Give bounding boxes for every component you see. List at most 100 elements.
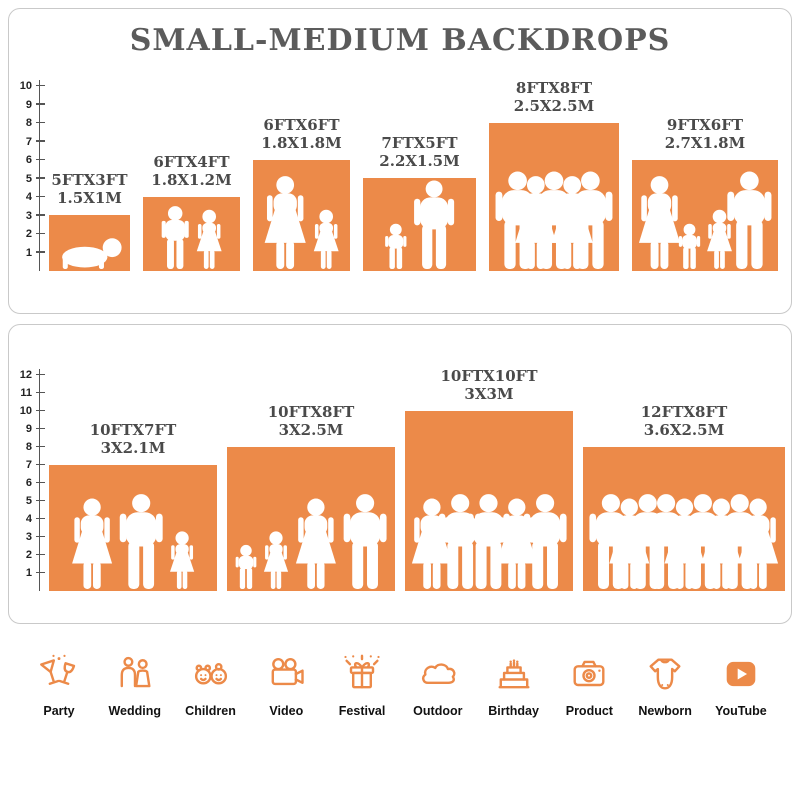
- people-silhouettes: [264, 176, 339, 270]
- ruler-tick-label: 7: [25, 459, 32, 471]
- category-row: Party Wedding Children Video Festival Ou…: [24, 652, 776, 718]
- category-product: Product: [554, 652, 624, 718]
- ruler-tick-label: 3: [25, 209, 32, 222]
- category-children: Children: [176, 652, 246, 718]
- people-silhouettes: [385, 180, 455, 270]
- category-outdoor: Outdoor: [403, 652, 473, 718]
- ruler-tick: [36, 463, 45, 465]
- video-icon: [264, 652, 308, 696]
- backdrop-size-item: 6FTX6FT 1.8X1.8M: [253, 116, 350, 271]
- category-label: Festival: [338, 704, 386, 718]
- ruler-tick: [36, 553, 45, 555]
- ruler-tick-label: 6: [25, 154, 32, 166]
- ruler-tick: [36, 103, 45, 105]
- ruler-tick-label: 1: [25, 567, 32, 579]
- category-label: Children: [185, 704, 236, 718]
- category-newborn: Newborn: [630, 652, 700, 718]
- panel-small-medium: SMALL-MEDIUM BACKDROPS 1 2 3 4 5 6 7 8 9 10 5FTX3F…: [8, 8, 792, 314]
- size-label-ft: 10FTX8FT: [267, 402, 355, 421]
- size-label: 12FTX8FT 3.6X2.5M: [641, 403, 728, 441]
- size-label: 10FTX8FT 3X2.5M: [268, 403, 355, 441]
- people-silhouettes: [589, 494, 779, 589]
- backdrop-size-item: 6FTX4FT 1.8X1.2M: [143, 152, 240, 271]
- backdrop-bar: [489, 123, 619, 271]
- ruler-tick: [36, 571, 45, 573]
- ruler-tick: [36, 409, 45, 411]
- backdrop-size-item: 7FTX5FT 2.2X1.5M: [363, 134, 476, 271]
- ruler-tick: [36, 391, 45, 393]
- size-label: 9FTX6FT 2.7X1.8M: [665, 116, 745, 154]
- ruler-tick: [36, 84, 45, 86]
- category-wedding: Wedding: [100, 652, 170, 718]
- size-label-ft: 7FTX5FT: [381, 133, 458, 152]
- size-label: 7FTX5FT 2.2X1.5M: [379, 134, 459, 172]
- panel-medium-large: 1 2 3 4 5 6 7 8 9 10 11 12 10FTX7FT 3X2.1M 10FTX8FT 3X…: [8, 324, 792, 624]
- people-silhouettes: [638, 171, 772, 270]
- size-label-m: 3.6X2.5M: [643, 421, 725, 440]
- ruler-tick-label: 7: [25, 135, 32, 148]
- ruler-tick-label: 11: [20, 387, 32, 399]
- size-label: 10FTX7FT 3X2.1M: [90, 421, 177, 459]
- ruler-tick-label: 3: [25, 531, 32, 543]
- size-chart-small: 1 2 3 4 5 6 7 8 9 10 5FTX3FT 1.5X1M 6FTX4FT 1.8X1.2M…: [19, 78, 778, 271]
- category-label: Outdoor: [413, 704, 463, 718]
- category-label: Birthday: [488, 704, 539, 718]
- size-label: 8FTX8FT 2.5X2.5M: [514, 79, 594, 117]
- people-silhouettes: [62, 238, 122, 270]
- size-label-ft: 9FTX6FT: [666, 115, 744, 134]
- backdrop-bars: 10FTX7FT 3X2.1M 10FTX8FT 3X2.5M: [49, 367, 785, 591]
- size-label-ft: 5FTX3FT: [51, 170, 128, 189]
- backdrop-bar: [253, 160, 350, 271]
- ruler-tick-label: 5: [25, 172, 32, 185]
- ruler-axis-line: [38, 369, 40, 591]
- size-label-m: 2.2X1.5M: [379, 152, 460, 171]
- ruler-tick: [36, 517, 45, 519]
- size-label-m: 3X3M: [464, 385, 514, 404]
- ruler-tick: [36, 427, 45, 429]
- birthday-icon: [492, 652, 536, 696]
- youtube-icon: [719, 652, 763, 696]
- ruler-tick-label: 2: [25, 549, 32, 561]
- ruler-tick: [36, 445, 45, 447]
- ruler-tick-label: 10: [19, 80, 32, 92]
- ruler-tick-label: 5: [25, 495, 32, 507]
- ruler-tick: [36, 251, 45, 253]
- product-icon: [567, 652, 611, 696]
- backdrop-bar: [363, 178, 476, 271]
- backdrop-bar: [405, 411, 573, 591]
- size-label: 10FTX10FT 3X3M: [440, 367, 537, 405]
- page-title: SMALL-MEDIUM BACKDROPS: [129, 23, 671, 58]
- category-video: Video: [251, 652, 321, 718]
- people-silhouettes: [161, 206, 222, 269]
- backdrop-bar: [583, 447, 785, 591]
- size-label-ft: 6FTX4FT: [153, 152, 230, 171]
- size-label-m: 3X2.5M: [278, 421, 344, 440]
- ruler-tick: [36, 535, 45, 537]
- size-label-ft: 10FTX7FT: [89, 420, 177, 439]
- backdrop-size-item: 10FTX7FT 3X2.1M: [49, 421, 217, 591]
- ruler-tick-label: 2: [25, 228, 32, 240]
- people-silhouettes: [235, 494, 387, 589]
- newborn-icon: [643, 652, 687, 696]
- size-label-m: 2.7X1.8M: [664, 134, 746, 153]
- backdrop-bar: [143, 197, 240, 271]
- ruler-tick: [36, 481, 45, 483]
- category-birthday: Birthday: [479, 652, 549, 718]
- people-silhouettes: [411, 494, 567, 589]
- outdoor-icon: [416, 652, 460, 696]
- ruler-tick: [36, 232, 45, 234]
- ruler-tick-label: 9: [25, 423, 32, 435]
- size-label: 5FTX3FT 1.5X1M: [51, 171, 127, 209]
- size-label-m: 1.8X1.8M: [261, 134, 342, 153]
- backdrop-size-item: 8FTX8FT 2.5X2.5M: [489, 79, 619, 271]
- ruler-tick-label: 9: [25, 98, 32, 111]
- category-label: Wedding: [108, 704, 162, 718]
- ruler-tick-label: 8: [25, 117, 32, 129]
- children-icon: [189, 652, 233, 696]
- category-label: Video: [269, 704, 304, 718]
- people-silhouettes: [495, 171, 613, 270]
- size-chart-large: 1 2 3 4 5 6 7 8 9 10 11 12 10FTX7FT 3X2.1M 10FTX8FT 3X…: [19, 367, 785, 591]
- backdrop-size-item: 5FTX3FT 1.5X1M: [49, 171, 130, 271]
- category-label: Product: [565, 704, 613, 718]
